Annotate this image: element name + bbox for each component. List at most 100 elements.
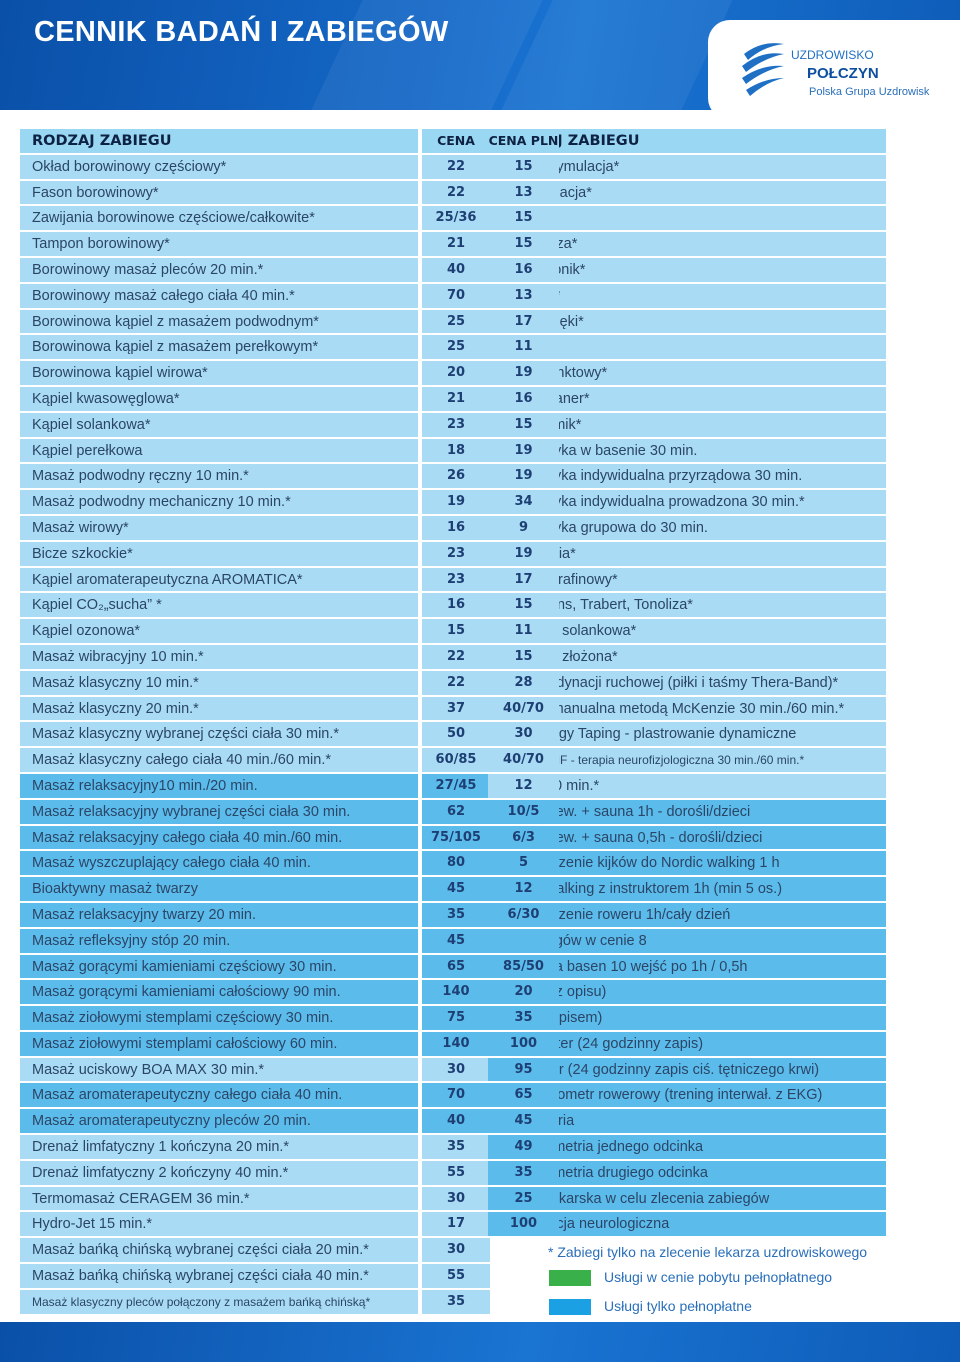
service-name: Fason borowinowy* — [20, 180, 418, 205]
service-name: Kąpiel ozonowa* — [20, 619, 418, 643]
service-price: 40/70 — [488, 748, 559, 772]
service-price: 17 — [422, 1212, 490, 1237]
service-price: 26 — [422, 464, 490, 489]
service-name: Masaż podwodny mechaniczny 10 min.* — [20, 490, 418, 514]
column-header-price: CENA PLN — [488, 129, 559, 153]
service-price: 35 — [488, 1006, 559, 1030]
service-price: 40/70 — [488, 696, 559, 721]
service-price: 40 — [422, 257, 490, 282]
service-price: 20 — [422, 361, 490, 385]
service-price: 35 — [422, 1135, 490, 1159]
legend-label-paid-only: Usługi tylko pełnopłatne — [604, 1298, 752, 1314]
service-price: 70 — [422, 1083, 490, 1108]
service-name: Masaż klasyczny pleców połączony z masaż… — [20, 1289, 418, 1314]
service-price: 15 — [488, 154, 559, 179]
service-name: Masaż gorącymi kamieniami częściowy 30 m… — [20, 954, 418, 979]
service-price: 30 — [422, 1057, 490, 1082]
service-name: RR Holter (24 godzinny zapis ciś. tętnic… — [488, 1057, 886, 1082]
service-name: Kąpiel solankowa* — [20, 412, 418, 437]
service-price: 140 — [422, 980, 490, 1005]
service-price: 85/50 — [488, 954, 559, 979]
footer-bar — [0, 1322, 960, 1362]
logo-text-main: POŁCZYN — [807, 65, 879, 82]
service-name: Termomasaż CERAGEM 36 min.* — [20, 1186, 418, 1211]
service-price: 16 — [422, 515, 490, 540]
service-price: 25 — [422, 309, 490, 334]
service-price: 17 — [488, 309, 559, 334]
service-price: 100 — [488, 1031, 559, 1056]
service-name: Masaż ziołowymi stemplami całościowy 60 … — [20, 1031, 418, 1056]
service-price: 21 — [422, 232, 490, 256]
service-name: Drenaż limfatyczny 1 kończyna 20 min.* — [20, 1135, 418, 1159]
service-price: 15 — [488, 232, 559, 256]
service-price: 70 — [422, 283, 490, 308]
service-price: 45 — [488, 1109, 559, 1134]
service-name: Borowinowy masaż pleców 20 min.* — [20, 257, 418, 282]
service-price: 40 — [422, 1109, 490, 1134]
service-price: 15 — [422, 619, 490, 643]
service-price: 75/105 — [422, 825, 490, 850]
service-name: Bioaktywny masaż twarzy — [20, 877, 418, 901]
service-price: 34 — [488, 490, 559, 514]
service-price: 45 — [422, 928, 490, 953]
service-name: Kąpiel perełkowa — [20, 438, 418, 463]
service-price: 50 — [422, 722, 490, 747]
service-price: 22 — [422, 644, 490, 669]
service-price: 5 — [488, 851, 559, 876]
service-name: Wypożyczenie kijków do Nordic walking 1 … — [488, 851, 886, 876]
service-name: Gimnastyka indywidualna przyrządowa 30 m… — [488, 464, 886, 489]
logo: UZDROWISKO POŁCZYN Polska Grupa Uzdrowis… — [708, 20, 960, 110]
service-price: 65 — [422, 954, 490, 979]
service-price: 30 — [422, 1186, 490, 1211]
service-price: 100 — [488, 1212, 559, 1237]
service-price: 19 — [488, 438, 559, 463]
service-name: Tampon borowinowy* — [20, 232, 418, 256]
service-name: Masaż klasyczny całego ciała 40 min./60 … — [20, 748, 418, 772]
service-name: Bicze szkockie* — [20, 541, 418, 566]
logo-text-top: UZDROWISKO — [791, 48, 874, 62]
legend-swatch-green — [549, 1270, 591, 1286]
service-name: Borowinowa kąpiel wirowa* — [20, 361, 418, 385]
service-price: 20 — [488, 980, 559, 1005]
service-name: Masaż wirowy* — [20, 515, 418, 540]
service-price: 13 — [488, 283, 559, 308]
column-header-service: RODZAJ ZABIEGU — [20, 129, 418, 153]
service-name: Masaż podwodny ręczny 10 min.* — [20, 464, 418, 489]
service-price: 55 — [422, 1264, 490, 1288]
service-price: 25 — [488, 1186, 559, 1211]
service-name: Masaż klasyczny 10 min.* — [20, 670, 418, 695]
service-price: 6/3 — [488, 825, 559, 850]
service-price: 65 — [488, 1083, 559, 1108]
service-price: 12 — [488, 773, 559, 798]
service-name: Zawijania borowinowe częściowe/całkowite… — [20, 206, 418, 231]
service-name: Gimnastyka indywidualna prowadzona 30 mi… — [488, 490, 886, 514]
service-name: Nordic walking z instruktorem 1h (min 5 … — [488, 877, 886, 901]
service-name: Borowinowa kąpiel z masażem perełkowym* — [20, 335, 418, 360]
service-name: Masaż wibracyjny 10 min.* — [20, 644, 418, 669]
service-price: 55 — [422, 1160, 490, 1185]
page-header: CENNIK BADAŃ I ZABIEGÓW UZDROWISKO POŁCZ… — [0, 0, 960, 110]
service-name: Borowinowy masaż całego ciała 40 min.* — [20, 283, 418, 308]
service-price: 17 — [488, 567, 559, 592]
service-price: 30 — [488, 722, 559, 747]
service-name: Kinesiology Taping - plastrowanie dynami… — [488, 722, 886, 747]
service-price: 19 — [488, 361, 559, 385]
service-name: Okład borowinowy częściowy* — [20, 154, 418, 179]
service-price: 23 — [422, 541, 490, 566]
service-price: 62 — [422, 799, 490, 824]
service-price: 28 — [488, 670, 559, 695]
service-price: 15 — [488, 644, 559, 669]
service-price: 22 — [422, 154, 490, 179]
service-name: Basen wew. + sauna 1h - dorośli/dzieci — [488, 799, 886, 824]
logo-text-sub: Polska Grupa Uzdrowisk — [809, 86, 930, 98]
service-price: 11 — [488, 619, 559, 643]
service-name: Kąpiel kwasowęglowa* — [20, 386, 418, 411]
service-price: 9 — [488, 515, 559, 540]
service-price: 11 — [488, 335, 559, 360]
footnote: * Zabiegi tylko na zlecenie lekarza uzdr… — [548, 1244, 868, 1260]
service-price: 15 — [488, 593, 559, 618]
service-name: Masaż wyszczuplający całego ciała 40 min… — [20, 851, 418, 876]
service-price: 35 — [488, 1160, 559, 1185]
service-name: Karnet na basen 10 wejść po 1h / 0,5h — [488, 954, 886, 979]
service-price: 60/85 — [422, 748, 490, 772]
